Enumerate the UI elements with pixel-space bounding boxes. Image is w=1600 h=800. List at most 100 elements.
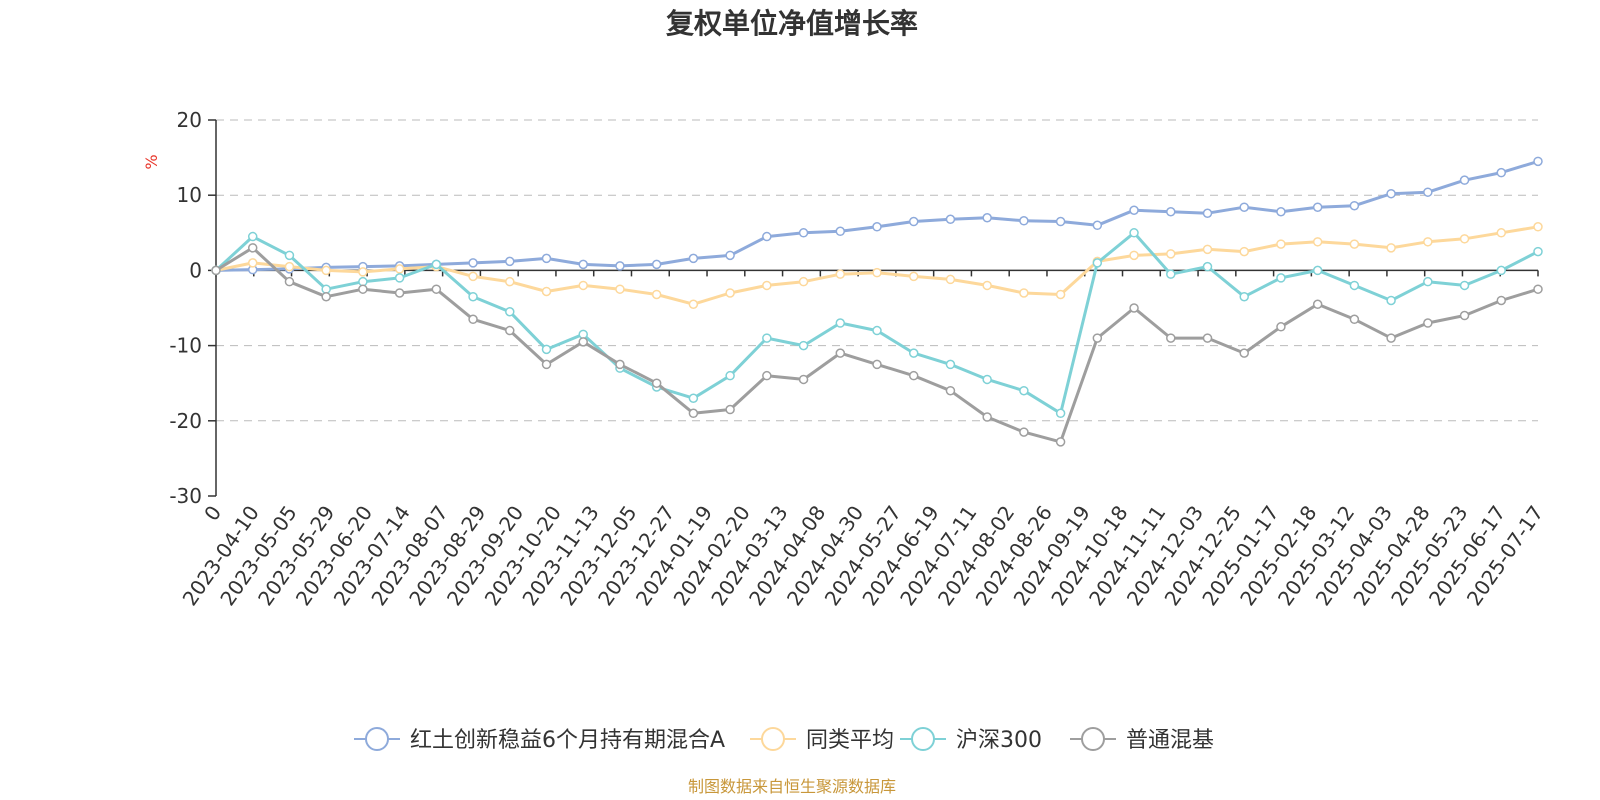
- data-point: [945, 214, 956, 225]
- legend-item-3[interactable]: 普通混基: [1070, 727, 1214, 753]
- data-point: [1276, 322, 1286, 332]
- data-point: [1533, 222, 1543, 232]
- data-point: [1239, 202, 1249, 212]
- data-point: [211, 265, 221, 276]
- legend-label: 普通混基: [1126, 728, 1214, 753]
- data-point: [1423, 187, 1433, 197]
- data-point: [505, 307, 515, 317]
- legend-marker: [365, 727, 389, 751]
- data-point: [1129, 303, 1139, 313]
- y-tick-label: 20: [177, 108, 202, 132]
- data-point: [1166, 333, 1176, 343]
- data-point: [394, 288, 405, 298]
- data-point: [1423, 237, 1433, 247]
- data-point: [945, 385, 956, 396]
- data-point: [1423, 318, 1433, 328]
- data-point: [945, 274, 956, 285]
- data-point: [982, 374, 992, 385]
- data-point: [578, 337, 588, 347]
- grid-lines: [208, 119, 1538, 497]
- x-tick-label: 0: [199, 501, 226, 525]
- data-point: [541, 344, 552, 355]
- data-point: [1386, 188, 1396, 199]
- legend-item-2[interactable]: 沪深300: [900, 727, 1042, 753]
- axes: [215, 120, 1539, 496]
- data-point: [578, 280, 588, 291]
- data-point: [1092, 220, 1103, 231]
- data-point: [1386, 333, 1396, 343]
- data-point: [615, 284, 625, 294]
- series-3: [211, 243, 1543, 447]
- data-point: [1239, 291, 1249, 302]
- data-point: [358, 267, 368, 277]
- legend[interactable]: 红土创新稳益6个月持有期混合A 同类平均 沪深300 普通混基: [354, 727, 1214, 753]
- chart-title: 复权单位净值增长率: [666, 7, 918, 40]
- data-point: [1092, 333, 1103, 343]
- data-point: [1055, 408, 1066, 419]
- data-point: [725, 288, 735, 298]
- legend-label: 同类平均: [806, 728, 894, 753]
- data-point: [1533, 246, 1543, 257]
- data-point: [1202, 208, 1213, 218]
- data-point: [688, 393, 699, 403]
- data-point: [945, 359, 956, 370]
- data-point: [394, 264, 405, 274]
- data-point: [908, 370, 919, 381]
- y-axis-unit: %: [142, 154, 161, 169]
- data-point: [247, 231, 258, 242]
- data-point: [505, 325, 515, 336]
- data-point: [1129, 205, 1139, 215]
- data-point: [284, 250, 295, 261]
- data-point: [1055, 437, 1066, 447]
- legend-marker: [911, 727, 935, 751]
- data-point: [688, 253, 699, 264]
- data-point: [872, 222, 882, 232]
- data-point: [1496, 265, 1507, 276]
- legend-label: 红土创新稳益6个月持有期混合A: [410, 728, 725, 753]
- data-point: [1019, 288, 1029, 298]
- legend-marker: [761, 727, 785, 751]
- data-point: [541, 359, 552, 370]
- legend-item-1[interactable]: 同类平均: [750, 727, 894, 753]
- data-point: [1055, 289, 1066, 300]
- data-point: [798, 374, 809, 385]
- data-point: [321, 291, 331, 302]
- data-point: [1496, 167, 1507, 178]
- data-point: [872, 359, 882, 370]
- data-point: [1533, 156, 1543, 167]
- legend-item-0[interactable]: 红土创新稳益6个月持有期混合A: [354, 727, 725, 753]
- legend-label: 沪深300: [956, 728, 1042, 753]
- data-point: [1239, 348, 1249, 358]
- data-point: [872, 267, 882, 278]
- data-point: [982, 213, 992, 223]
- data-point: [725, 404, 735, 415]
- data-point: [431, 284, 442, 294]
- data-point: [1312, 299, 1323, 309]
- data-point: [798, 340, 809, 351]
- data-point: [431, 259, 442, 270]
- data-point: [1239, 246, 1249, 257]
- data-point: [1019, 385, 1029, 396]
- data-point: [651, 289, 662, 300]
- data-point: [1496, 295, 1507, 306]
- data-point: [798, 228, 809, 238]
- data-point: [505, 276, 515, 287]
- data-point: [247, 258, 258, 268]
- data-point: [1202, 333, 1213, 343]
- data-point: [1166, 206, 1176, 217]
- y-tick-label: -30: [169, 484, 202, 508]
- data-point: [1423, 276, 1433, 287]
- data-point: [725, 250, 735, 261]
- data-point: [798, 276, 809, 287]
- data-point: [578, 259, 588, 270]
- data-point: [835, 348, 846, 358]
- data-point: [835, 318, 846, 328]
- data-point: [872, 325, 882, 336]
- data-point: [1276, 239, 1286, 249]
- data-point: [651, 378, 662, 388]
- data-point: [1202, 244, 1213, 255]
- data-point: [1533, 284, 1543, 294]
- data-point: [908, 271, 919, 282]
- data-point: [762, 333, 772, 343]
